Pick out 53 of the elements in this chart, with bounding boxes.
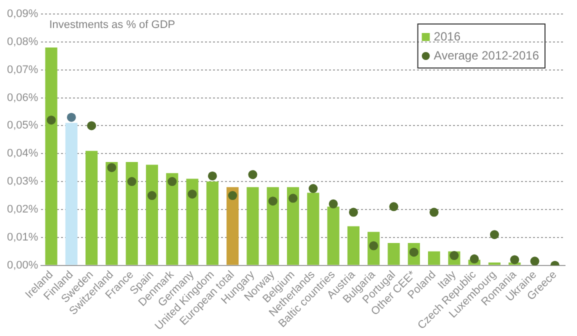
point [348, 208, 358, 217]
point [147, 191, 156, 200]
bar [266, 187, 279, 265]
point [470, 254, 479, 264]
bar [166, 173, 178, 265]
point [107, 163, 116, 172]
point [127, 177, 136, 186]
bar [146, 164, 158, 265]
point [430, 208, 439, 217]
bar [286, 187, 300, 265]
bar [106, 162, 118, 265]
point [530, 256, 540, 266]
point [288, 194, 298, 203]
bar [86, 150, 98, 265]
y-tick-label: 0,01% [6, 231, 38, 244]
point [328, 199, 338, 208]
point [188, 190, 197, 199]
bar [388, 242, 400, 265]
point [208, 171, 217, 180]
bar [65, 122, 78, 265]
bar [246, 187, 259, 265]
bar [307, 192, 320, 265]
point [46, 116, 56, 125]
point [510, 255, 520, 264]
y-tick-label: 0,07% [6, 64, 38, 76]
point [66, 112, 76, 122]
bar [206, 182, 218, 265]
bar [186, 178, 198, 265]
point [248, 170, 258, 180]
y-tick-label: 0,02% [6, 204, 38, 216]
y-tick-label: 0,05% [6, 120, 38, 132]
y-tick-label: 0,08% [6, 36, 38, 48]
point [308, 184, 318, 194]
text: Investments as % of GDP [49, 19, 176, 32]
bar [226, 187, 239, 265]
point [87, 121, 96, 130]
bar [126, 162, 138, 265]
bar [45, 48, 58, 265]
bar [347, 226, 360, 265]
bar [428, 251, 440, 265]
bar [327, 206, 340, 265]
y-tick-label: 0,06% [6, 92, 38, 104]
y-tick-label: 0,04% [6, 148, 38, 160]
point [268, 196, 278, 206]
legend-label: 2016 [434, 29, 461, 44]
point [168, 177, 177, 186]
point [228, 191, 238, 200]
point [490, 230, 499, 240]
y-tick-label: 0,03% [6, 176, 38, 188]
y-tick-label: 0,09% [6, 8, 38, 20]
legend-label: Average 2012-2016 [434, 48, 540, 62]
point [389, 202, 398, 212]
y-tick-label: 0,00% [6, 259, 38, 272]
